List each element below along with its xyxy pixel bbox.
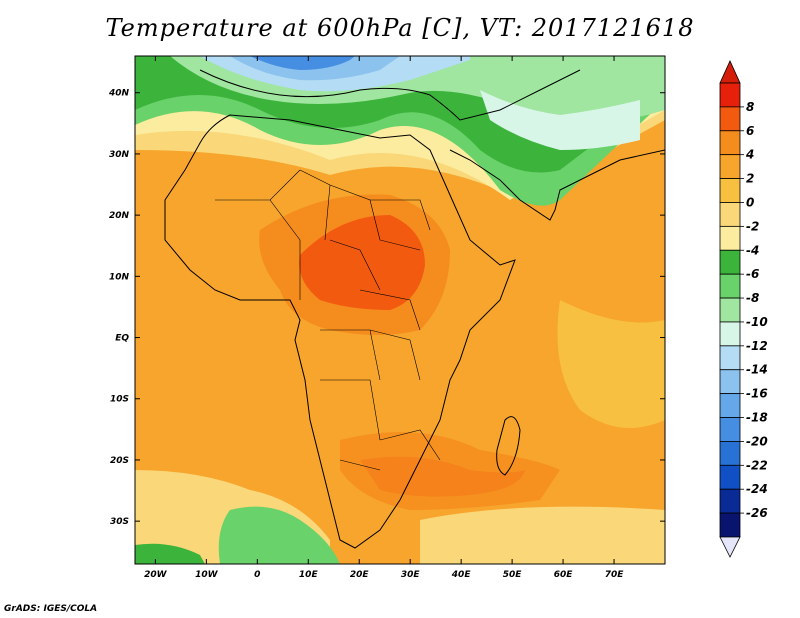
field-band-minus18	[250, 56, 355, 70]
colorbar-label: 0	[746, 195, 754, 209]
field-band-minus11	[480, 90, 640, 150]
colorbar-swatch	[719, 464, 741, 490]
field-band-minus8-south	[218, 506, 340, 564]
colorbar-swatch	[719, 345, 741, 371]
lon-label: 30E	[401, 570, 421, 580]
lon-label: 10E	[299, 570, 319, 580]
arabia-coastline	[449, 149, 665, 221]
field-band-4-south	[340, 432, 560, 510]
colorbar-label: -20	[746, 434, 768, 448]
lat-label: 30S	[110, 517, 129, 527]
colorbar-swatch	[719, 393, 741, 418]
lat-label: EQ	[115, 334, 129, 344]
colorbar-swatch	[719, 249, 741, 275]
colorbar-swatch	[719, 321, 741, 347]
lon-label: 70E	[605, 570, 625, 580]
colorbar-swatch	[719, 225, 741, 251]
colorbar-label: -16	[746, 387, 768, 401]
colorbar-label: 4	[745, 148, 754, 162]
lat-label: 10S	[110, 395, 129, 405]
coastlines	[164, 69, 665, 549]
field-band-6	[299, 215, 425, 310]
colorbar-swatch	[719, 273, 741, 299]
colorbar-label: -4	[746, 243, 759, 257]
lat-label: 20N	[109, 211, 130, 221]
europe-coastline	[199, 69, 581, 121]
lat-label: 20S	[110, 456, 129, 466]
colorbar-label: -24	[746, 482, 768, 496]
lon-label: 60E	[554, 570, 574, 580]
colorbar-label: -26	[746, 506, 768, 520]
colorbar: 8 6 4 2 0 -2 -4 -6 -8 -10 -12 -14 -16 -18 -20 -22 -24 -26	[719, 60, 768, 558]
lat-label: 30N	[109, 150, 130, 160]
colorbar-swatch	[719, 297, 741, 323]
lon-label: 0	[254, 570, 260, 580]
map-frame	[134, 55, 666, 565]
colorbar-label: -22	[746, 458, 768, 472]
colorbar-swatch	[719, 130, 741, 156]
lon-label: 20E	[350, 570, 370, 580]
lon-label: 50E	[503, 570, 523, 580]
lon-axis: 20W 10W 0 10E 20E 30E 40E 50E 60E 70E	[144, 56, 624, 580]
temperature-field	[135, 56, 665, 564]
colorbar-label: -6	[746, 267, 759, 281]
colorbar-swatch	[719, 512, 741, 538]
lon-label: 40E	[451, 570, 472, 580]
map-title: Temperature at 600hPa [C], VT: 201712161…	[105, 14, 695, 42]
field-band-minus6-south	[135, 543, 205, 564]
lat-label: 10N	[109, 272, 130, 282]
madagascar-coastline	[496, 416, 521, 476]
africa-coastline	[164, 114, 516, 549]
lat-label: 40N	[108, 89, 130, 99]
colorbar-swatch	[719, 154, 741, 179]
colorbar-swatch	[719, 369, 741, 395]
colorbar-label: 6	[746, 124, 754, 138]
colorbar-cap-bottom	[719, 536, 741, 558]
lon-label: 20W	[144, 570, 168, 580]
field-band-minus2-southeast	[420, 506, 665, 564]
lon-label: 10W	[195, 570, 219, 580]
colorbar-swatch	[719, 202, 741, 227]
colorbar-cap-top	[719, 60, 741, 84]
colorbar-label: 8	[746, 100, 754, 114]
country-borders	[215, 169, 441, 471]
colorbar-label: -14	[746, 363, 768, 377]
colorbar-swatch	[719, 82, 741, 108]
colorbar-label: -2	[746, 219, 759, 233]
grads-credit: GrADS: IGES/COLA	[4, 604, 98, 614]
colorbar-label: 2	[746, 172, 754, 186]
colorbar-swatch	[719, 488, 741, 514]
colorbar-swatch	[719, 106, 741, 132]
field-band-2-east	[557, 300, 665, 428]
colorbar-swatch	[719, 417, 741, 442]
lat-axis: 40N 30N 20N 10N EQ 10S 20S 30S	[108, 89, 665, 527]
colorbar-label: -12	[746, 339, 768, 353]
colorbar-label: -18	[746, 411, 768, 425]
colorbar-label: -10	[746, 315, 768, 329]
colorbar-swatch	[719, 441, 741, 466]
colorbar-label: -8	[746, 291, 759, 305]
colorbar-swatch	[719, 178, 741, 203]
